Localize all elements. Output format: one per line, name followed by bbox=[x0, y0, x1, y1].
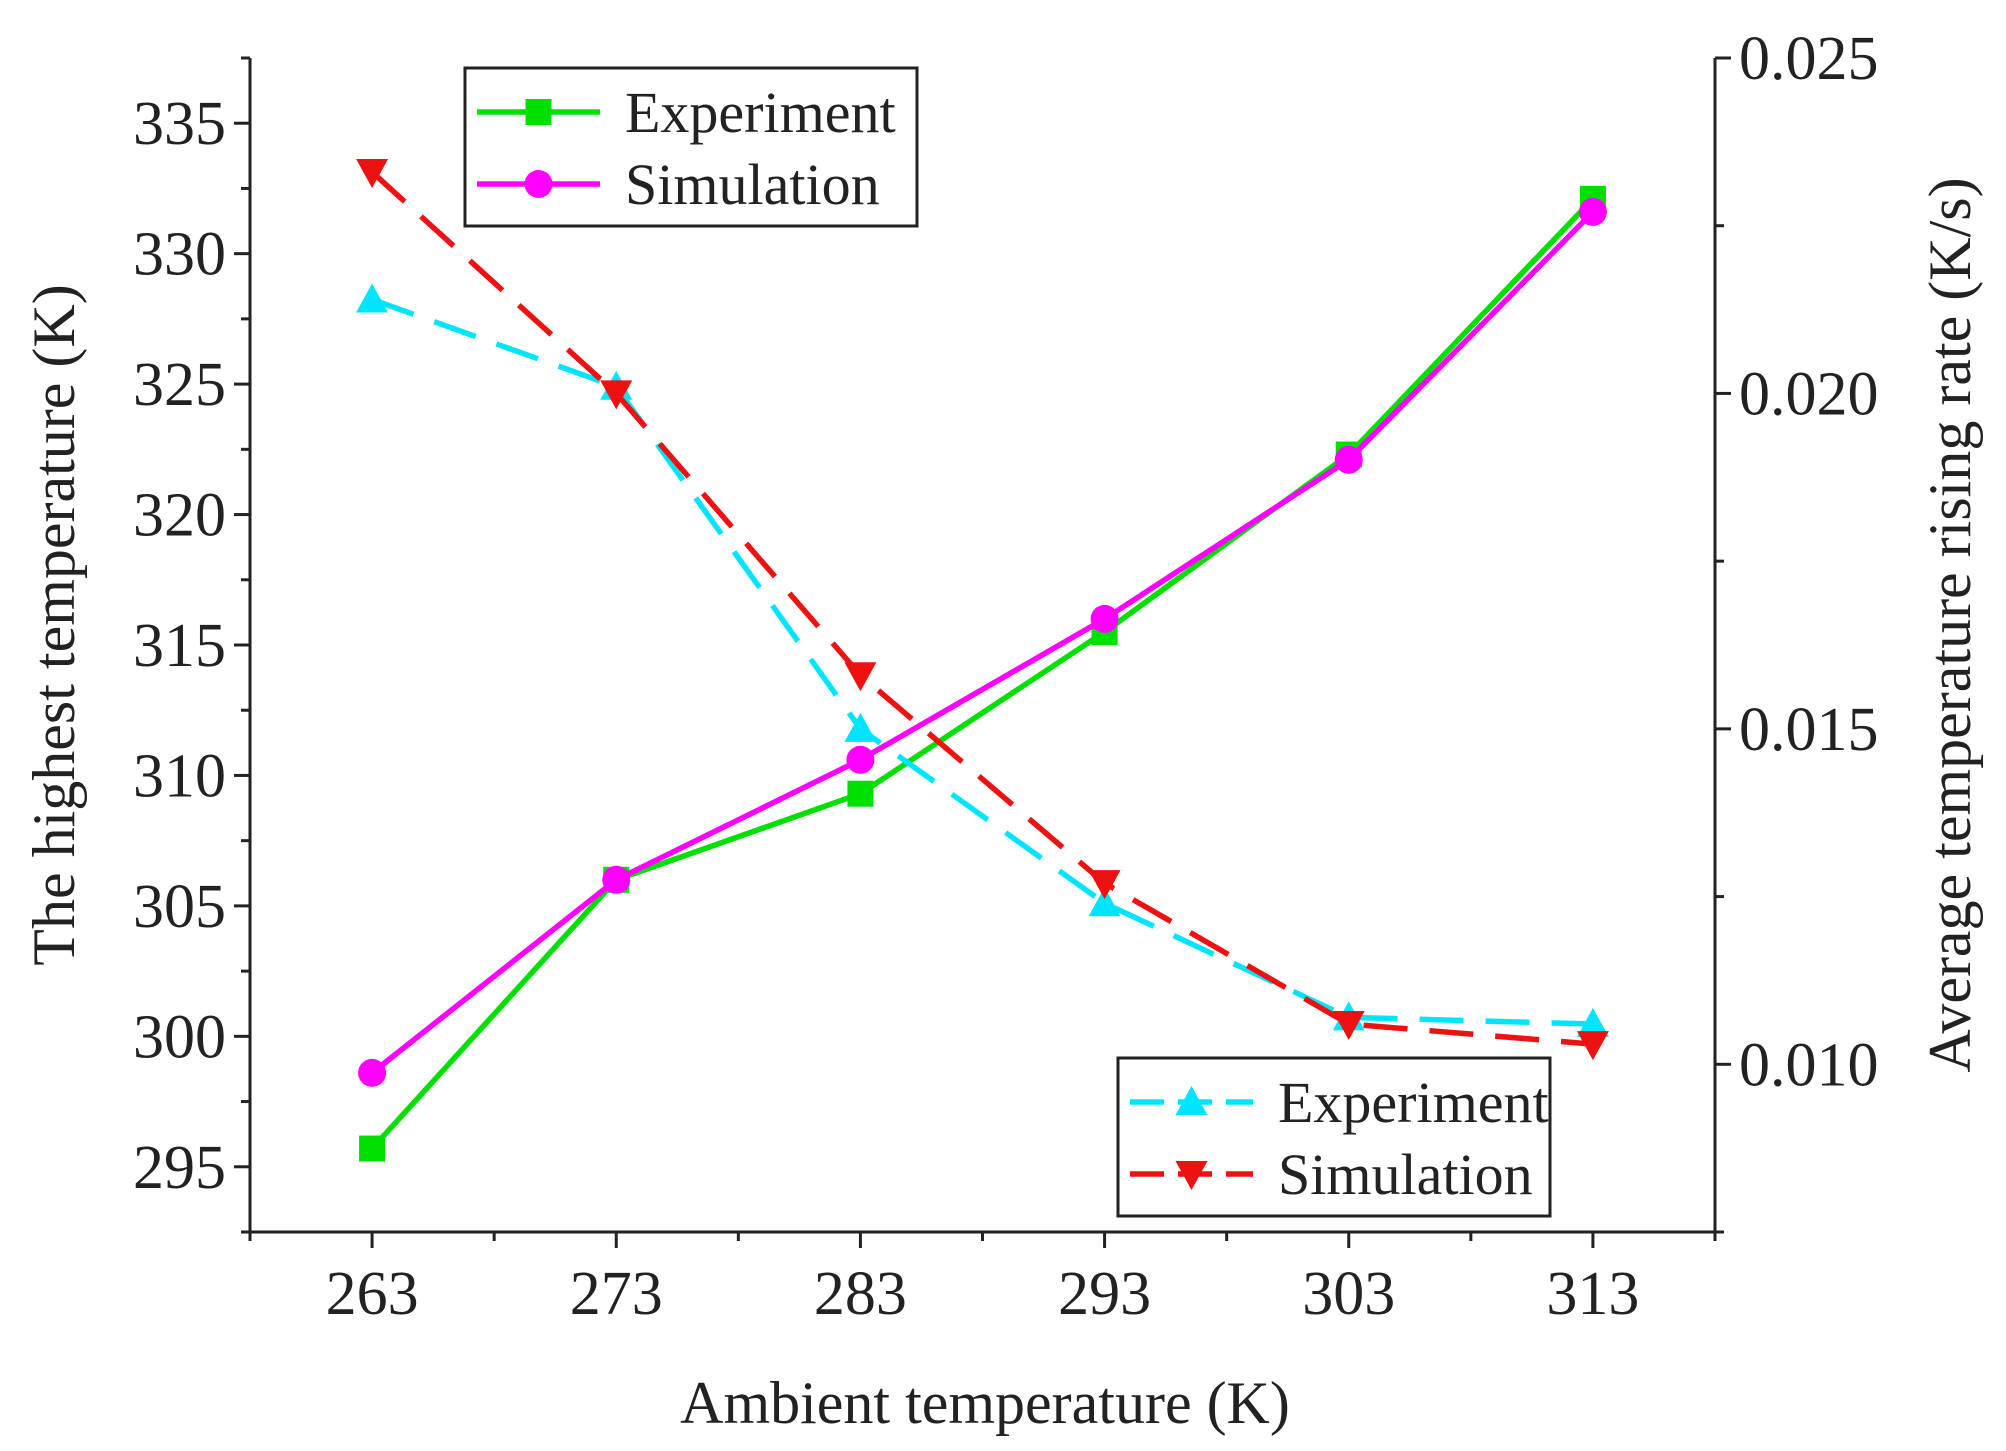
series-point bbox=[1332, 1011, 1365, 1041]
series-line bbox=[370, 170, 1594, 1047]
y-tick-label-left: 315 bbox=[133, 612, 226, 680]
series-point bbox=[1576, 1031, 1609, 1061]
axes-frame bbox=[248, 58, 1717, 1234]
y-axis-title-left: The highest temperature (K) bbox=[21, 284, 87, 965]
series-point bbox=[600, 380, 633, 410]
y-tick-label-left: 325 bbox=[133, 351, 226, 419]
legend-top-left: Experiment Simulation bbox=[463, 66, 919, 228]
x-tick-label: 283 bbox=[814, 1260, 907, 1328]
y-tick-label-right: 0.010 bbox=[1739, 1031, 1879, 1099]
legends: Experiment Simulation Experiment Simulation bbox=[463, 66, 1552, 1218]
y-tick-label-right: 0.015 bbox=[1739, 696, 1879, 764]
x-tick-label: 313 bbox=[1546, 1260, 1639, 1328]
y-tick-label-left: 300 bbox=[133, 1003, 226, 1071]
legend-box bbox=[1116, 1056, 1552, 1218]
series-point bbox=[847, 780, 874, 807]
series-line bbox=[370, 209, 1595, 1076]
series-point bbox=[356, 283, 389, 313]
legend-marker bbox=[1175, 1161, 1208, 1190]
x-tick-label: 293 bbox=[1058, 1260, 1151, 1328]
series-point bbox=[359, 1135, 386, 1162]
y-tick-label-left: 295 bbox=[133, 1134, 226, 1202]
series-point bbox=[358, 1058, 387, 1087]
legend-box bbox=[463, 66, 919, 228]
series-point bbox=[846, 745, 875, 774]
series-point bbox=[1090, 604, 1119, 633]
series-point bbox=[602, 865, 631, 894]
series-layer bbox=[356, 159, 1609, 1162]
x-tick-label: 263 bbox=[326, 1260, 419, 1328]
series-point bbox=[356, 159, 389, 189]
series-point bbox=[1334, 445, 1363, 474]
legend-label: Experiment bbox=[1278, 1070, 1549, 1135]
y-tick-label-left: 335 bbox=[133, 90, 226, 158]
series-point bbox=[844, 662, 877, 692]
y-tick-label-left: 320 bbox=[133, 482, 226, 550]
legend-bottom-right: Experiment Simulation bbox=[1116, 1056, 1552, 1218]
y-axis-title-right: Average temperature rising rate (K/s) bbox=[1917, 177, 1983, 1072]
series-3 bbox=[356, 159, 1609, 1061]
legend-label: Simulation bbox=[625, 152, 880, 217]
series-2 bbox=[356, 283, 1609, 1038]
series-line bbox=[371, 296, 1593, 1027]
series-point bbox=[844, 712, 877, 742]
y-tick-label-right: 0.025 bbox=[1739, 25, 1879, 93]
series-point bbox=[1576, 1008, 1609, 1038]
series-point bbox=[1088, 887, 1121, 917]
series-line bbox=[370, 196, 1595, 1151]
x-tick-label: 303 bbox=[1302, 1260, 1395, 1328]
y-tick-label-left: 330 bbox=[133, 221, 226, 289]
series-1 bbox=[358, 197, 1607, 1087]
x-tick-label: 273 bbox=[570, 1260, 663, 1328]
legend-marker bbox=[525, 99, 552, 125]
legend-label: Simulation bbox=[1278, 1142, 1533, 1207]
x-axis-title: Ambient temperature (K) bbox=[680, 1370, 1290, 1436]
axis-ticks: 263 273 283 293 303 313 295 300 305 310 315 320 325 3… bbox=[133, 25, 1879, 1328]
y-tick-label-left: 310 bbox=[133, 742, 226, 810]
legend-label: Experiment bbox=[625, 80, 896, 145]
y-tick-label-right: 0.020 bbox=[1739, 360, 1879, 428]
series-point bbox=[1578, 197, 1607, 226]
legend-marker bbox=[524, 170, 553, 198]
legend-marker bbox=[1175, 1086, 1208, 1115]
series-point bbox=[1088, 870, 1121, 900]
y-tick-label-left: 305 bbox=[133, 873, 226, 941]
